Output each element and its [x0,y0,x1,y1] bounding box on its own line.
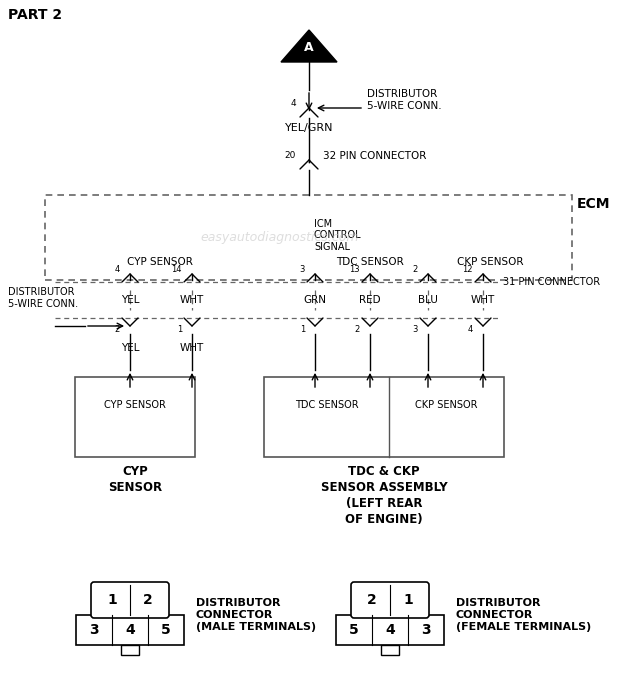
Text: WHT: WHT [180,295,204,305]
FancyBboxPatch shape [351,582,429,618]
Text: YEL: YEL [121,295,139,305]
Text: 1: 1 [403,593,413,607]
Text: RED: RED [359,295,381,305]
Text: DISTRIBUTOR
CONNECTOR
(FEMALE TERMINALS): DISTRIBUTOR CONNECTOR (FEMALE TERMINALS) [456,598,591,632]
Text: 4: 4 [385,623,395,637]
Text: CKP SENSOR: CKP SENSOR [415,400,478,410]
Text: A: A [304,41,314,54]
Text: TDC SENSOR: TDC SENSOR [295,400,358,410]
Text: 4: 4 [115,265,120,274]
Text: WHT: WHT [471,295,495,305]
Text: 3: 3 [89,623,99,637]
FancyBboxPatch shape [91,582,169,618]
Text: 4: 4 [125,623,135,637]
Text: 3: 3 [413,326,418,335]
Bar [336,615,444,645]
Text: 2: 2 [413,265,418,274]
Text: 4: 4 [290,99,296,108]
Text: 5: 5 [161,623,171,637]
Polygon shape [281,30,337,62]
Text: YEL: YEL [121,343,139,353]
Text: 3: 3 [300,265,305,274]
Bar [75,377,195,457]
Bar [45,195,572,280]
Text: TDC & CKP
SENSOR ASSEMBLY
(LEFT REAR
OF ENGINE): TDC & CKP SENSOR ASSEMBLY (LEFT REAR OF … [321,465,447,526]
Text: PART 2: PART 2 [8,8,62,22]
Text: 1: 1 [300,326,305,335]
Bar [381,645,399,655]
Bar [76,615,184,645]
Bar [121,645,139,655]
Text: GRN: GRN [303,295,326,305]
Text: 1: 1 [107,593,117,607]
Text: ECM: ECM [577,197,611,211]
Text: easyautodiagnostics.com: easyautodiagnostics.com [201,232,359,244]
Text: 2: 2 [143,593,153,607]
Text: 1: 1 [177,326,182,335]
Text: 13: 13 [349,265,360,274]
Text: 5: 5 [349,623,359,637]
Text: BLU: BLU [418,295,438,305]
Text: 3: 3 [421,623,431,637]
Text: YEL/GRN: YEL/GRN [285,123,333,133]
Text: CKP SENSOR: CKP SENSOR [457,257,523,267]
Text: DISTRIBUTOR
5-WIRE CONN.: DISTRIBUTOR 5-WIRE CONN. [8,287,78,309]
Text: TDC SENSOR: TDC SENSOR [336,257,404,267]
Text: 20: 20 [285,151,296,160]
Text: WHT: WHT [180,343,204,353]
Text: CYP SENSOR: CYP SENSOR [127,257,193,267]
Text: 2: 2 [367,593,377,607]
Text: DISTRIBUTOR
5-WIRE CONN.: DISTRIBUTOR 5-WIRE CONN. [367,89,442,111]
Text: 4: 4 [468,326,473,335]
Bar [264,377,504,457]
Text: 2: 2 [355,326,360,335]
Text: 31 PIN CONNECTOR: 31 PIN CONNECTOR [503,277,600,287]
Text: 12: 12 [462,265,473,274]
Text: 32 PIN CONNECTOR: 32 PIN CONNECTOR [323,151,426,161]
Text: ICM
CONTROL
SIGNAL: ICM CONTROL SIGNAL [314,219,362,252]
Text: CYP SENSOR: CYP SENSOR [104,400,166,410]
Text: 2: 2 [115,326,120,335]
Text: CYP
SENSOR: CYP SENSOR [108,465,162,494]
Text: 14: 14 [172,265,182,274]
Text: DISTRIBUTOR
CONNECTOR
(MALE TERMINALS): DISTRIBUTOR CONNECTOR (MALE TERMINALS) [196,598,316,632]
